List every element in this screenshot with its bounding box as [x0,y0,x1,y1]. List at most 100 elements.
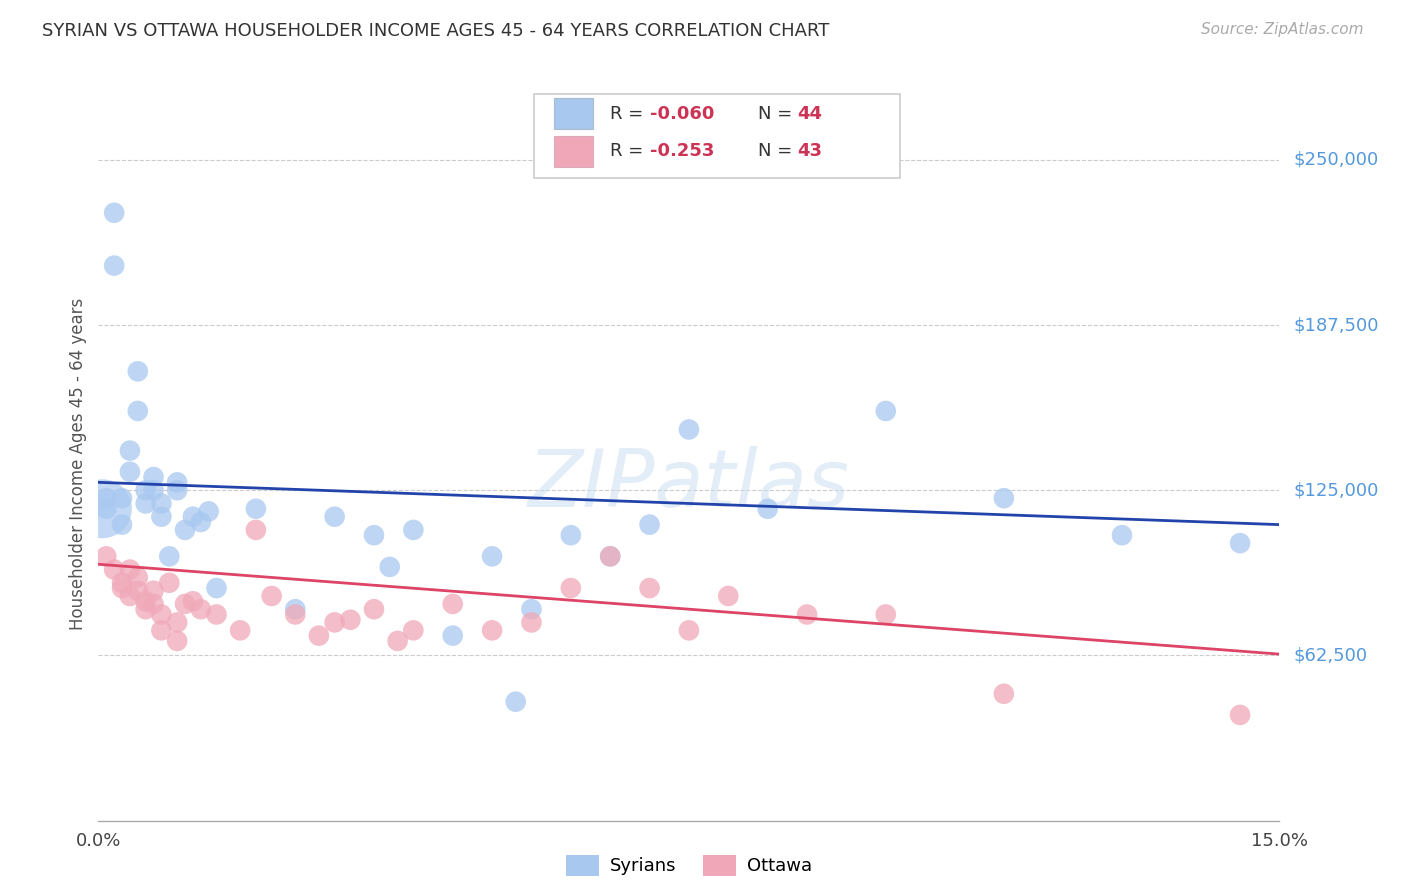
Text: $62,500: $62,500 [1294,647,1368,665]
Point [135,483,157,498]
Point [363,528,385,542]
Point [402,624,425,638]
Point [323,615,346,630]
Point [142,597,165,611]
Point [118,563,141,577]
Point [127,570,149,584]
Point [387,634,409,648]
Point [993,687,1015,701]
Point [174,597,197,611]
Point [150,607,173,622]
Point [150,509,173,524]
Text: $250,000: $250,000 [1294,151,1379,169]
Legend: Syrians, Ottawa: Syrians, Ottawa [560,847,818,883]
Point [284,607,307,622]
Point [174,523,197,537]
Point [142,470,165,484]
Text: $125,000: $125,000 [1294,482,1379,500]
Point [118,465,141,479]
Point [308,629,330,643]
Point [441,629,464,643]
Point [103,259,125,273]
Point [993,491,1015,506]
Text: N =: N = [758,104,797,123]
Text: N =: N = [758,142,797,161]
Text: 44: 44 [797,104,823,123]
Point [560,528,582,542]
Point [599,549,621,564]
Point [205,581,228,595]
Point [638,517,661,532]
Point [875,404,897,418]
Point [190,602,212,616]
Point [96,549,118,564]
Text: -0.253: -0.253 [650,142,714,161]
Point [157,575,180,590]
Point [127,583,149,598]
Point [678,422,700,436]
Point [505,695,527,709]
Point [135,602,157,616]
Point [157,549,180,564]
Point [378,560,401,574]
Point [520,615,543,630]
Point [520,602,543,616]
Point [197,504,219,518]
Text: R =: R = [610,142,650,161]
Point [91,501,114,516]
Point [599,549,621,564]
Point [103,206,125,220]
Point [560,581,582,595]
Point [142,483,165,498]
Point [1111,528,1133,542]
Point [323,509,346,524]
Point [481,624,503,638]
Point [245,501,267,516]
Point [796,607,818,622]
Point [1229,707,1251,722]
Point [284,602,307,616]
Point [111,581,134,595]
Point [190,515,212,529]
Point [142,583,165,598]
Point [245,523,267,537]
Point [875,607,897,622]
Point [96,501,118,516]
Point [127,364,149,378]
Point [166,615,188,630]
Point [150,496,173,510]
Text: 43: 43 [797,142,823,161]
Text: Source: ZipAtlas.com: Source: ZipAtlas.com [1201,22,1364,37]
Point [441,597,464,611]
Point [111,517,134,532]
Y-axis label: Householder Income Ages 45 - 64 years: Householder Income Ages 45 - 64 years [69,298,87,630]
Point [103,563,125,577]
Text: ZIPatlas: ZIPatlas [527,446,851,524]
Point [481,549,503,564]
Text: R =: R = [610,104,650,123]
Point [717,589,740,603]
Point [111,575,134,590]
Point [181,594,204,608]
Text: -0.060: -0.060 [650,104,714,123]
Point [363,602,385,616]
Point [118,589,141,603]
Point [402,523,425,537]
Point [678,624,700,638]
Point [638,581,661,595]
Point [181,509,204,524]
Point [135,594,157,608]
Point [96,491,118,506]
Text: SYRIAN VS OTTAWA HOUSEHOLDER INCOME AGES 45 - 64 YEARS CORRELATION CHART: SYRIAN VS OTTAWA HOUSEHOLDER INCOME AGES… [42,22,830,40]
Point [756,501,779,516]
Point [135,496,157,510]
Point [118,443,141,458]
Point [229,624,252,638]
Point [166,475,188,490]
Point [166,634,188,648]
Point [166,483,188,498]
Point [339,613,361,627]
Point [150,624,173,638]
Point [1229,536,1251,550]
Point [260,589,283,603]
